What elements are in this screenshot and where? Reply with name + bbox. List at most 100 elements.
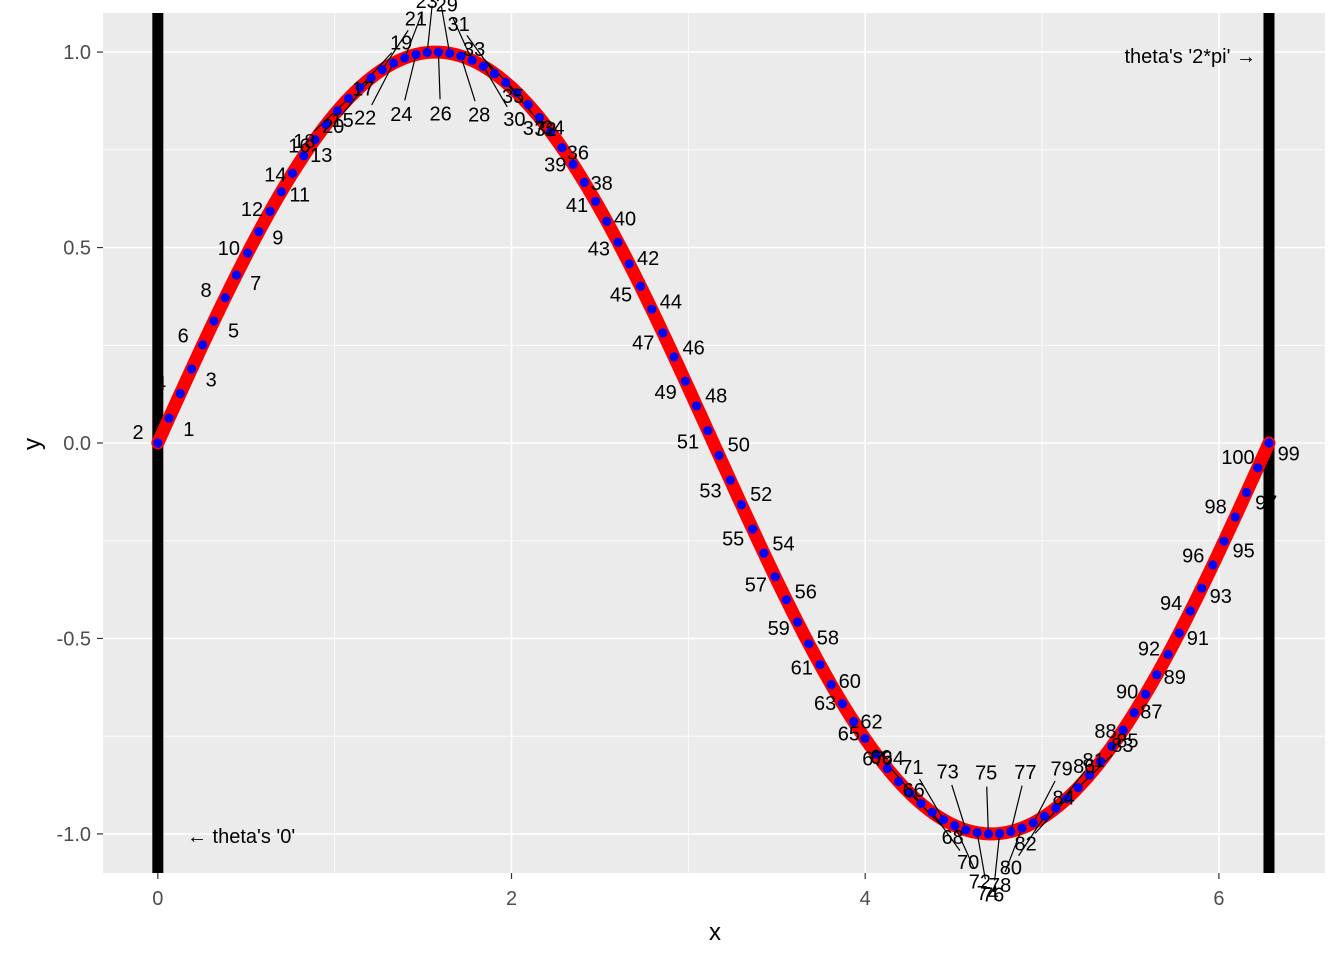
label-leader-line	[889, 767, 922, 804]
data-point	[1230, 512, 1240, 522]
data-point	[332, 106, 343, 116]
point-label: 43	[588, 239, 610, 261]
data-point	[355, 82, 365, 93]
point-label: 87	[1140, 701, 1162, 723]
data-point	[849, 717, 859, 727]
data-point	[882, 763, 892, 774]
label-leader-line	[483, 58, 518, 94]
data-point	[1208, 560, 1218, 570]
point-label: 76	[982, 884, 1004, 906]
point-label: 7	[250, 273, 261, 295]
label-leader-line	[404, 13, 423, 59]
label-leader-line	[314, 97, 350, 132]
label-leader-line	[1077, 754, 1113, 788]
point-label: 86	[1073, 756, 1095, 778]
data-point	[186, 364, 197, 374]
point-label: 67	[862, 749, 884, 771]
data-point	[153, 438, 163, 448]
data-point	[613, 237, 623, 247]
data-point	[501, 77, 511, 88]
data-point	[512, 88, 522, 98]
point-label: 60	[839, 671, 861, 693]
point-label: 84	[1052, 787, 1074, 809]
point-label: 48	[705, 385, 727, 407]
data-point	[714, 450, 724, 461]
point-label: 42	[637, 248, 659, 270]
point-label: 57	[745, 575, 767, 597]
data-point	[1241, 487, 1252, 498]
data-points	[153, 47, 1274, 839]
y-tick-label: 1.0	[63, 42, 91, 64]
data-point	[220, 293, 230, 303]
y-tick-label: -0.5	[57, 628, 91, 650]
point-label: 85	[1116, 731, 1138, 753]
data-point	[972, 828, 982, 838]
data-point	[826, 680, 836, 690]
data-point	[579, 177, 589, 187]
data-point	[534, 112, 545, 123]
point-label: 61	[791, 658, 813, 680]
data-point	[961, 825, 971, 835]
point-label: 95	[1232, 540, 1254, 562]
data-point	[400, 53, 410, 63]
point-label: 97	[1255, 493, 1277, 515]
point-label: 3	[206, 369, 217, 391]
label-leader-line	[482, 65, 508, 108]
point-label: 47	[632, 333, 654, 355]
label-leader-line	[919, 778, 945, 821]
point-label: 30	[503, 109, 525, 131]
label-leader-line	[909, 792, 944, 828]
data-point	[1253, 463, 1263, 473]
label-leader-line	[976, 832, 986, 880]
data-point	[321, 119, 331, 130]
data-point	[927, 807, 937, 818]
data-point	[725, 475, 735, 485]
point-label: 46	[682, 337, 704, 359]
data-point	[299, 151, 309, 161]
point-label: 39	[544, 155, 566, 177]
data-point	[1017, 823, 1027, 833]
data-point	[1073, 782, 1083, 793]
point-label: 22	[354, 107, 376, 129]
point-label: 62	[860, 711, 882, 733]
data-point	[950, 821, 960, 831]
point-label: 72	[969, 871, 991, 893]
point-label: 70	[957, 852, 979, 874]
point-label: 58	[817, 628, 839, 650]
point-label: 5	[228, 320, 239, 342]
data-point	[557, 142, 567, 153]
data-point	[995, 828, 1005, 839]
point-label: 52	[750, 484, 772, 506]
label-leader-line	[951, 784, 967, 831]
data-point	[265, 206, 275, 216]
data-point	[658, 328, 668, 338]
label-leader-line	[1032, 780, 1056, 824]
data-point	[1028, 818, 1038, 828]
point-label: 81	[1082, 750, 1104, 772]
x-tick-label: 4	[860, 888, 871, 910]
data-point	[445, 48, 455, 58]
data-point	[736, 500, 747, 510]
point-label: 63	[814, 693, 836, 715]
point-label: 1	[183, 419, 194, 441]
data-point	[624, 259, 634, 269]
label-leaders	[314, 5, 1113, 881]
data-point	[748, 524, 758, 534]
data-point	[243, 248, 253, 258]
point-label: 74	[977, 883, 999, 905]
data-point	[231, 270, 241, 280]
label-leader-line	[371, 62, 395, 106]
data-point	[344, 93, 354, 104]
data-point	[804, 639, 814, 649]
data-point	[792, 617, 803, 627]
point-label: 20	[322, 116, 344, 138]
data-point	[388, 58, 399, 68]
label-leader-line	[341, 77, 372, 116]
data-point	[703, 426, 713, 436]
data-point	[1185, 606, 1196, 616]
data-point	[691, 401, 702, 411]
point-label: 11	[289, 185, 310, 207]
label-leader-line	[931, 812, 961, 852]
